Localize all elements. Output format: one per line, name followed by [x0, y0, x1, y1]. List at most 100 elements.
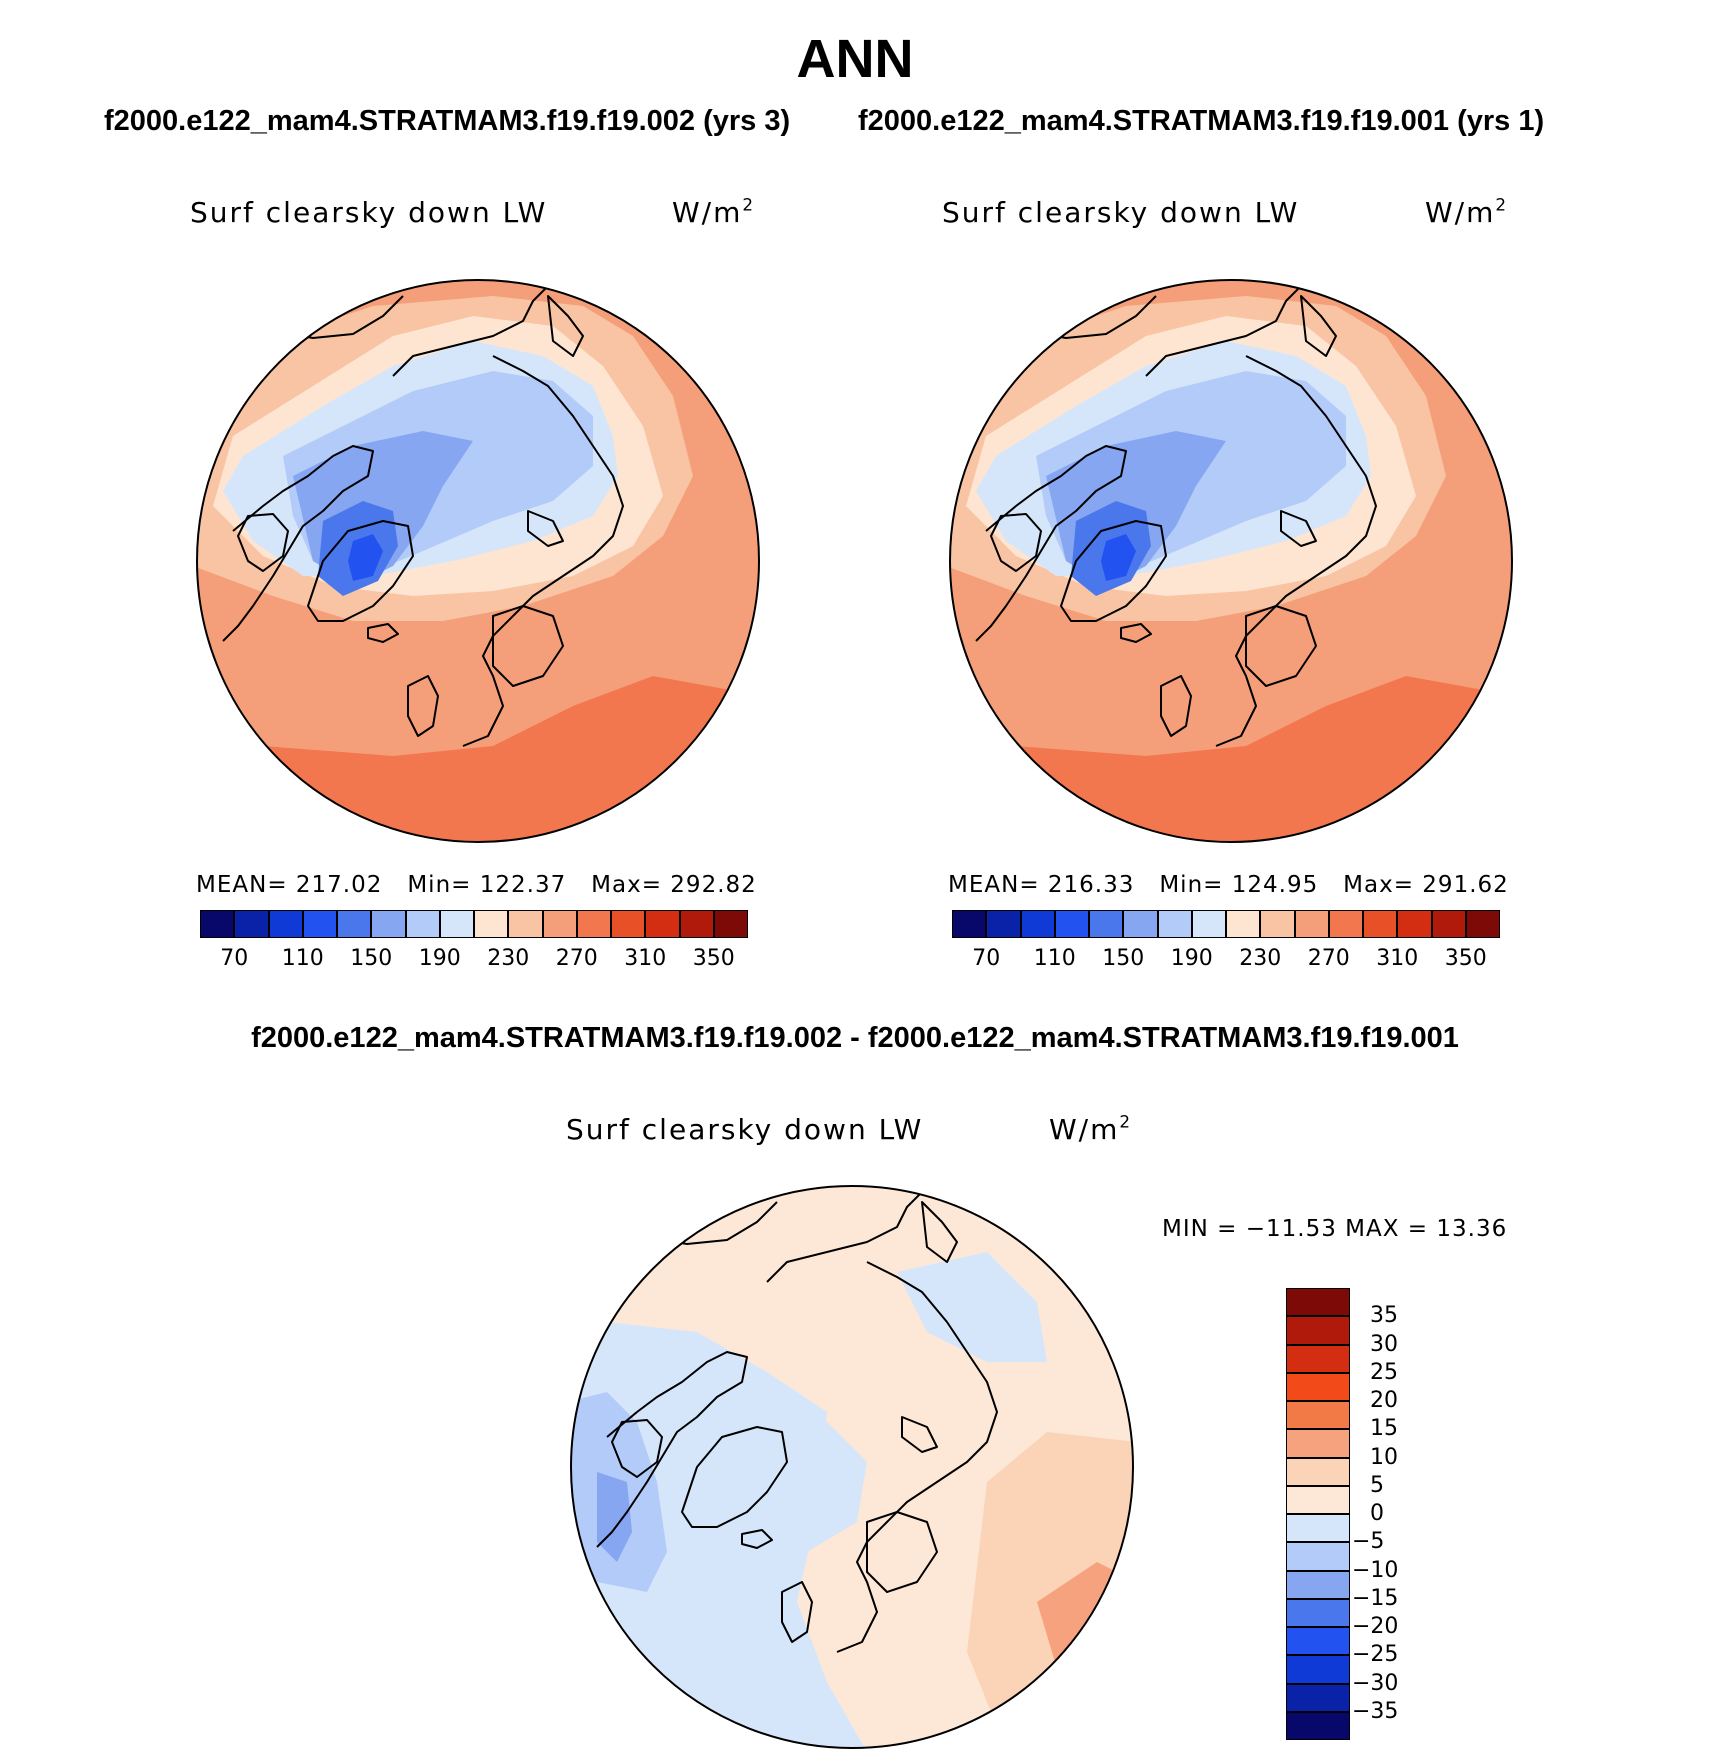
coastline	[990, 513, 1042, 572]
left-stats: MEAN= 217.02 Min= 122.37 Max= 292.82	[196, 872, 757, 898]
coastline	[1245, 605, 1317, 687]
coastline	[307, 520, 414, 622]
colorbar-tick-label: 190	[418, 946, 461, 971]
colorbar-swatch	[371, 910, 406, 938]
colorbar-tick-label: 190	[1170, 946, 1213, 971]
colorbar-swatch	[645, 910, 680, 938]
colorbar-tick-label: 10	[1370, 1444, 1398, 1470]
colorbar-swatch	[1465, 910, 1500, 938]
colorbar-swatch	[1286, 1514, 1350, 1543]
colorbar-swatch	[439, 910, 474, 938]
colorbar-tick-label: 70	[972, 946, 1001, 971]
colorbar-tick-label: 150	[1102, 946, 1145, 971]
colorbar-swatch	[1191, 910, 1226, 938]
coastline	[781, 1581, 813, 1643]
colorbar-swatch	[1157, 910, 1192, 938]
right-case-title: f2000.e122_mam4.STRATMAM3.f19.f19.001 (y…	[858, 105, 1545, 137]
coastline	[596, 1351, 748, 1548]
colorbar-tick-label: 150	[350, 946, 393, 971]
colorbar-tick-label: 0	[1370, 1501, 1384, 1526]
coastline	[392, 280, 554, 377]
colorbar-swatch	[1226, 910, 1261, 938]
colorbar-swatch	[474, 910, 509, 938]
coastline	[527, 510, 564, 547]
colorbar-tick-label: 350	[692, 946, 735, 971]
coastline	[921, 1201, 958, 1263]
right-units-label: W/m2	[1425, 194, 1509, 229]
colorbar-swatch	[679, 910, 714, 938]
coastline	[836, 1261, 998, 1653]
left-case-title: f2000.e122_mam4.STRATMAM3.f19.f19.002 (y…	[104, 105, 791, 137]
colorbar-tick-label: 110	[1033, 946, 1076, 971]
coastline	[407, 675, 439, 737]
right-colorbar	[952, 910, 1500, 938]
colorbar-swatch	[1286, 1457, 1350, 1486]
colorbar-swatch	[1286, 1344, 1350, 1373]
colorbar-swatch	[1286, 1372, 1350, 1401]
coastline	[741, 1529, 773, 1549]
colorbar-swatch	[1123, 910, 1158, 938]
colorbar-swatch	[268, 910, 303, 938]
coastline	[222, 445, 374, 642]
colorbar-swatch	[1286, 1711, 1350, 1740]
left-units-label: W/m2	[672, 194, 756, 229]
colorbar-swatch	[1286, 1655, 1350, 1684]
colorbar-swatch	[1286, 1288, 1350, 1317]
colorbar-swatch	[1286, 1429, 1350, 1458]
colorbar-swatch	[1431, 910, 1466, 938]
colorbar-swatch	[1328, 910, 1363, 938]
right-polar-map	[949, 279, 1513, 843]
coastline	[901, 1416, 938, 1453]
colorbar-tick-label: 110	[281, 946, 324, 971]
contour-band	[348, 534, 383, 581]
left-variable-label: Surf clearsky down LW	[190, 196, 548, 229]
coastline	[611, 1419, 663, 1478]
coastline	[1300, 295, 1337, 357]
colorbar-tick-label: 35	[1370, 1303, 1398, 1329]
colorbar-swatch	[337, 910, 372, 938]
coastline	[462, 355, 624, 747]
colorbar-swatch	[1286, 1598, 1350, 1627]
colorbar-tick-label: −35	[1352, 1698, 1399, 1724]
colorbar-tick-label: 15	[1370, 1416, 1398, 1442]
colorbar-tick-label: −5	[1352, 1529, 1385, 1555]
coastline	[1060, 520, 1167, 622]
colorbar-swatch	[1286, 1316, 1350, 1345]
colorbar-tick-label: 20	[1370, 1388, 1398, 1413]
colorbar-tick-label: 30	[1370, 1331, 1398, 1357]
figure-title: ANN	[796, 29, 914, 89]
coastline	[237, 513, 289, 572]
coastline	[1280, 510, 1317, 547]
colorbar-tick-label: 230	[1239, 946, 1282, 971]
difference-polar-map	[570, 1185, 1134, 1749]
contour-band	[1101, 534, 1136, 581]
difference-colorbar	[1286, 1288, 1350, 1740]
colorbar-swatch	[1054, 910, 1089, 938]
right-variable-label: Surf clearsky down LW	[942, 196, 1300, 229]
colorbar-tick-label: 270	[1307, 946, 1350, 971]
colorbar-swatch	[952, 910, 987, 938]
colorbar-tick-label: −25	[1352, 1642, 1399, 1668]
coastline	[681, 1426, 788, 1528]
diff-variable-label: Surf clearsky down LW	[566, 1113, 924, 1146]
colorbar-tick-label: −30	[1352, 1670, 1399, 1696]
colorbar-swatch	[1397, 910, 1432, 938]
colorbar-tick-label: 5	[1370, 1472, 1384, 1498]
colorbar-tick-label: −15	[1352, 1585, 1399, 1611]
colorbar-swatch	[405, 910, 440, 938]
contour-band	[747, 1422, 867, 1552]
colorbar-swatch	[508, 910, 543, 938]
coastline	[766, 1186, 928, 1283]
coastline	[547, 295, 584, 357]
colorbar-swatch	[542, 910, 577, 938]
left-polar-map	[196, 279, 760, 843]
coastline	[492, 605, 564, 687]
colorbar-swatch	[1089, 910, 1124, 938]
colorbar-tick-label: 270	[555, 946, 598, 971]
left-colorbar-ticks: 70 110 150 190 230 270 310 350	[200, 946, 748, 976]
colorbar-swatch	[576, 910, 611, 938]
difference-colorbar-ticks: 35 30 25 20 15 10 5 0 −5 −10 −15 −20 −25 −30 −35	[1352, 1288, 1440, 1740]
diff-minmax: MIN = −11.53 MAX = 13.36	[1162, 1216, 1508, 1242]
colorbar-swatch	[1363, 910, 1398, 938]
colorbar-tick-label: 25	[1370, 1359, 1398, 1385]
